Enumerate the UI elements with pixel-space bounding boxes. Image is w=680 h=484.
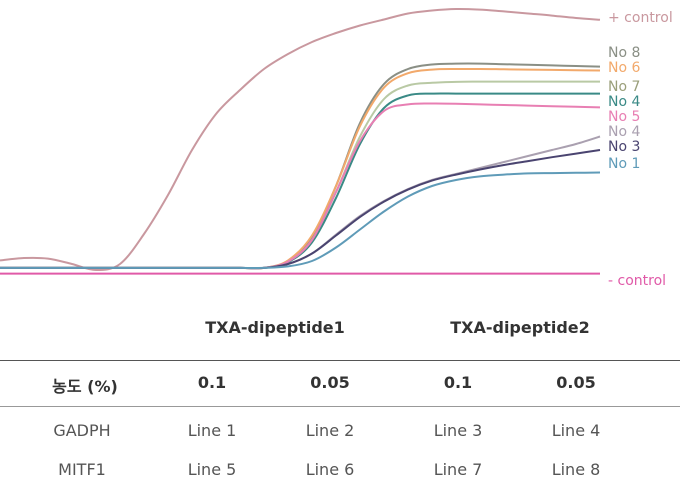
series-label-1: No 8 — [608, 45, 640, 61]
series-line-4 — [0, 92, 600, 270]
row-gadph-cell-1: Line 1 — [187, 421, 237, 440]
row-mitf1-label: MITF1 — [58, 460, 106, 479]
series-label-6: No 4 — [608, 124, 640, 140]
series-label-4: No 4 — [608, 94, 640, 110]
series-line-5 — [0, 102, 601, 270]
group-header-2: TXA-dipeptide2 — [450, 318, 590, 337]
row-mitf1-cell-4: Line 8 — [551, 460, 601, 479]
row-mitf1-cell-3: Line 7 — [433, 460, 483, 479]
header-cell-3: 0.1 — [443, 373, 473, 392]
row-mitf1-cell-2: Line 6 — [305, 460, 355, 479]
table-header-rule — [0, 406, 680, 407]
header-cell-concentration: 농도 (%) — [52, 377, 118, 396]
group-header-1: TXA-dipeptide1 — [205, 318, 345, 337]
series-label-3: No 7 — [608, 79, 640, 95]
series-line-6 — [0, 135, 601, 270]
series-line-2 — [0, 67, 601, 270]
series-line-8 — [0, 171, 601, 269]
header-cell-4: 0.05 — [556, 373, 596, 392]
series-line-0 — [0, 7, 601, 272]
table-top-rule — [0, 360, 680, 361]
series-label-7: No 3 — [608, 139, 640, 155]
row-gadph-cell-3: Line 3 — [433, 421, 483, 440]
row-gadph-cell-4: Line 4 — [551, 421, 601, 440]
row-gadph-cell-2: Line 2 — [305, 421, 355, 440]
series-label-5: No 5 — [608, 109, 640, 125]
series-label-9: - control — [608, 273, 666, 289]
header-cell-1: 0.1 — [197, 373, 227, 392]
series-label-0: + control — [608, 10, 673, 26]
series-label-2: No 6 — [608, 60, 640, 76]
series-label-8: No 1 — [608, 156, 640, 172]
row-gadph-label: GADPH — [53, 421, 111, 440]
row-mitf1-cell-1: Line 5 — [187, 460, 237, 479]
header-cell-2: 0.05 — [310, 373, 350, 392]
